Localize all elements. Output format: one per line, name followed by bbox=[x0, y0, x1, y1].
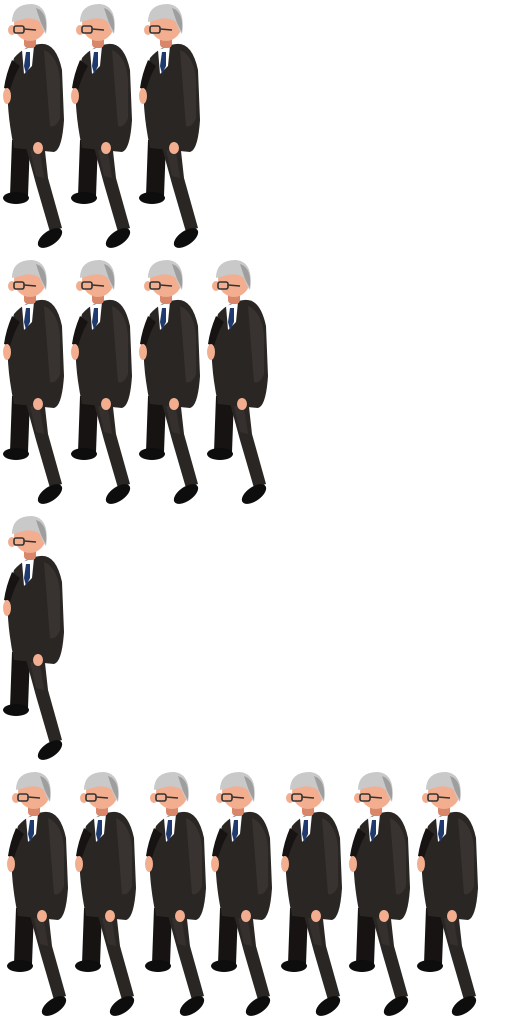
sprite-frame bbox=[72, 768, 140, 1024]
sprite-frame bbox=[0, 0, 68, 256]
sprite-row-1 bbox=[0, 0, 512, 256]
sprite-frame bbox=[136, 0, 204, 256]
sprite-frame bbox=[68, 256, 136, 512]
sprite-frame bbox=[4, 768, 72, 1024]
sprite-frame bbox=[346, 768, 414, 1024]
sprite-frame bbox=[142, 768, 210, 1024]
sprite-row-4 bbox=[0, 768, 512, 1024]
sprite-frame bbox=[414, 768, 482, 1024]
sprite-frame bbox=[278, 768, 346, 1024]
sprite-frame bbox=[204, 256, 272, 512]
sprite-row-3 bbox=[0, 512, 512, 768]
sprite-row-2 bbox=[0, 256, 512, 512]
sprite-frame bbox=[208, 768, 276, 1024]
sprite-frame bbox=[0, 512, 68, 768]
sprite-frame bbox=[136, 256, 204, 512]
sprite-frame bbox=[68, 0, 136, 256]
sprite-frame bbox=[0, 256, 68, 512]
